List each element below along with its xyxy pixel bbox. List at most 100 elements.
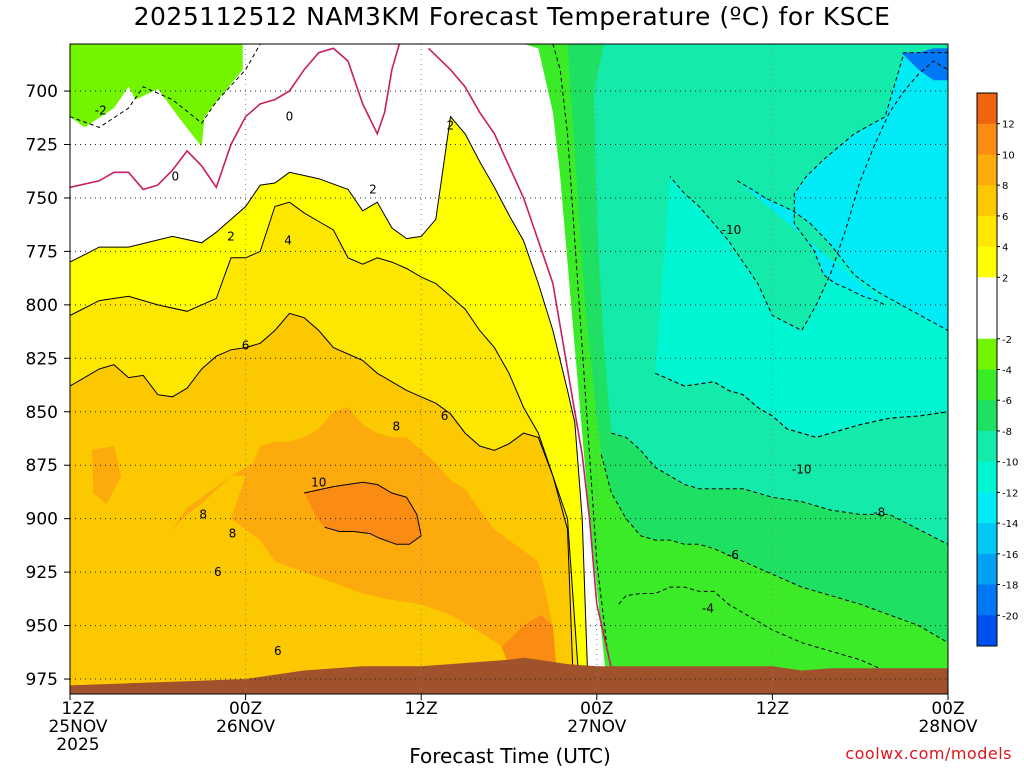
colorbar-swatch-0 xyxy=(977,93,997,125)
contour-label-11: 8 xyxy=(393,420,401,434)
x-tick-label-48-line1: 12Z xyxy=(756,699,789,719)
y-tick-label-825: 825 xyxy=(26,349,58,369)
region-cyan-very-cold xyxy=(737,52,948,331)
y-tick-label-850: 850 xyxy=(26,403,58,423)
x-tick-label-24-line1: 12Z xyxy=(405,699,438,719)
contour-outline-yellow-warm-layer xyxy=(69,115,589,686)
colorbar-label-4: 6 xyxy=(1002,212,1008,223)
colorbar-label-17: -20 xyxy=(1002,611,1018,622)
contour-label-18: -6 xyxy=(727,548,739,562)
colorbar-label-12: -10 xyxy=(1002,458,1018,469)
contour-labels: -2 0 0 2 2 2 4 6 6 6 6 8 8 8 10 -10 -10 -8 -6 -4 xyxy=(95,103,885,658)
y-tick-label-700: 700 xyxy=(26,82,58,102)
contour-line--8-5 xyxy=(611,432,949,545)
y-tick-label-725: 725 xyxy=(26,135,58,155)
colorbar-swatch-1 xyxy=(977,123,997,155)
contour-label-0: -2 xyxy=(95,103,107,117)
y-tick-label-900: 900 xyxy=(26,510,58,530)
x-tick-label-12-line2: 26NOV xyxy=(216,717,275,737)
y-tick-label-775: 775 xyxy=(26,242,58,262)
colorbar-swatch-12 xyxy=(977,461,997,493)
x-tick-label-60-line1: 00Z xyxy=(931,699,964,719)
x-tick-label-0-line1: 12Z xyxy=(61,699,94,719)
colorbar-swatch-14 xyxy=(977,523,997,555)
contour-label-19: -4 xyxy=(702,601,714,615)
region-green-cold-top-left xyxy=(70,44,243,147)
colorbar-swatch-10 xyxy=(977,400,997,432)
colorbar-label-6: 2 xyxy=(1002,273,1008,284)
colorbar-label-9: -4 xyxy=(1002,366,1012,377)
colorbar-swatch-4 xyxy=(977,215,997,248)
contour-label-7: 6 xyxy=(242,338,250,352)
plot-frame xyxy=(69,43,949,695)
colorbar-label-15: -16 xyxy=(1002,550,1018,561)
contour-line-0-1 xyxy=(69,43,401,191)
colorbar-swatch-7 xyxy=(977,308,997,340)
region-blue-coldest xyxy=(901,48,948,81)
contour-label-15: -10 xyxy=(722,223,742,237)
colorbar-swatch-13 xyxy=(977,492,997,524)
x-tick-label-36-line2: 27NOV xyxy=(567,717,626,737)
contour-label-9: 6 xyxy=(214,565,222,579)
contour-label-5: 2 xyxy=(447,118,455,132)
colorbar-label-5: 4 xyxy=(1002,243,1008,254)
colorbar-swatch-6 xyxy=(977,277,997,309)
colorbar-swatch-11 xyxy=(977,430,997,463)
y-tick-label-875: 875 xyxy=(26,456,58,476)
y-tick-label-925: 925 xyxy=(26,563,58,583)
contour-label-6: 4 xyxy=(284,234,292,248)
y-tick-label-800: 800 xyxy=(26,296,58,316)
contour-line--4-3 xyxy=(618,586,948,686)
colorbar-label-14: -14 xyxy=(1002,519,1018,530)
colorbar-swatch-3 xyxy=(977,185,997,217)
colorbar-label-13: -12 xyxy=(1002,488,1018,499)
colorbar-swatch-5 xyxy=(977,246,997,278)
terrain xyxy=(70,657,948,694)
x-tick-label-36-line1: 00Z xyxy=(580,699,613,719)
colorbar-label-1: 12 xyxy=(1002,120,1015,131)
contour-label-16: -10 xyxy=(792,462,812,476)
x-axis-label: Forecast Time (UTC) xyxy=(409,744,611,768)
x-tick-label-12-line1: 00Z xyxy=(229,699,262,719)
contour-outline-cyan-very-cold xyxy=(737,52,949,332)
terrain-surface xyxy=(70,657,948,694)
x-tick-label-0-line2: 25NOV xyxy=(48,717,107,737)
contour-label-1: 0 xyxy=(172,170,180,184)
contour-label-8: 6 xyxy=(441,409,449,423)
colorbar-label-11: -8 xyxy=(1002,427,1012,438)
colorbar-label-10: -6 xyxy=(1002,396,1012,407)
colorbar-swatch-15 xyxy=(977,553,997,586)
y-tick-label-975: 975 xyxy=(26,670,58,690)
contour-label-3: 2 xyxy=(227,229,235,243)
y-tick-label-750: 750 xyxy=(26,189,58,209)
colorbar-label-8: -2 xyxy=(1002,335,1012,346)
colorbar-swatch-16 xyxy=(977,584,997,616)
contour-label-4: 2 xyxy=(369,182,377,196)
credit-link[interactable]: coolwx.com/models xyxy=(845,744,1012,763)
temperature-regions xyxy=(70,44,948,694)
chart-title: 2025112512 NAM3KM Forecast Temperature (… xyxy=(133,2,891,31)
contour-label-12: 8 xyxy=(199,507,207,521)
y-axis: 700 725 750 775 800 825 850 875 900 925 950 975 xyxy=(26,82,70,690)
contour-label-14: 10 xyxy=(311,475,326,489)
colorbar-label-16: -18 xyxy=(1002,581,1018,592)
region-orange-10-12 xyxy=(304,482,422,545)
contour-line-0-2 xyxy=(427,47,627,695)
y-tick-label-950: 950 xyxy=(26,617,58,637)
colorbar-swatch-9 xyxy=(977,369,997,401)
colorbar-swatch-8 xyxy=(977,338,997,370)
x-tick-label-0-line3: 2025 xyxy=(56,735,99,755)
colorbar-swatch-17 xyxy=(977,615,997,647)
x-tick-label-60-line2: 28NOV xyxy=(918,717,977,737)
contour-label-2: 0 xyxy=(286,110,294,124)
contour-outline-orange-10-12 xyxy=(303,481,422,545)
colorbar-legend: 12 10 8 6 4 2 -2 -4 -6 -8 -10 -12 -14 -16 -18 -20 xyxy=(976,92,1018,647)
contour-outline-orange-4-6 xyxy=(69,201,580,686)
contour-label-17: -8 xyxy=(873,505,885,519)
colorbar-label-2: 10 xyxy=(1002,150,1015,161)
contour-label-10: 6 xyxy=(274,644,282,658)
contour-outline-orange-6-8 xyxy=(69,312,574,686)
contour-label-13: 8 xyxy=(229,527,237,541)
